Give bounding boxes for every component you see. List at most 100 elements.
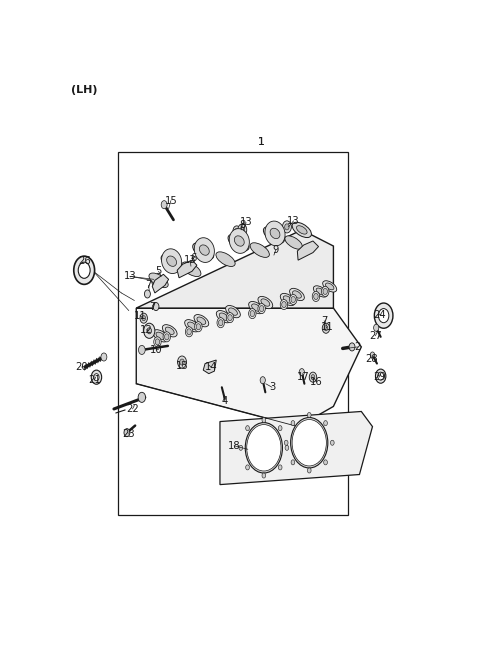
Circle shape [185, 262, 194, 274]
Polygon shape [136, 230, 334, 308]
Circle shape [307, 413, 311, 417]
Text: 13: 13 [240, 217, 252, 227]
Circle shape [218, 320, 223, 326]
Circle shape [309, 372, 317, 383]
Ellipse shape [323, 281, 336, 292]
Ellipse shape [270, 228, 280, 238]
Ellipse shape [261, 299, 270, 306]
Ellipse shape [226, 305, 240, 318]
Ellipse shape [192, 243, 214, 259]
Ellipse shape [219, 313, 228, 320]
Circle shape [311, 375, 315, 380]
Ellipse shape [280, 293, 295, 306]
Circle shape [101, 353, 107, 361]
Circle shape [262, 473, 266, 478]
Text: 27: 27 [369, 331, 382, 341]
Ellipse shape [285, 236, 302, 249]
Circle shape [187, 329, 192, 335]
Circle shape [322, 286, 329, 297]
Circle shape [195, 322, 202, 332]
Ellipse shape [197, 317, 206, 324]
Circle shape [375, 369, 386, 383]
Circle shape [284, 440, 288, 445]
Ellipse shape [161, 254, 182, 271]
Text: 22: 22 [126, 404, 139, 414]
Ellipse shape [153, 329, 168, 342]
Circle shape [291, 460, 295, 465]
Circle shape [330, 440, 334, 445]
Ellipse shape [185, 320, 199, 332]
Circle shape [138, 392, 145, 402]
Circle shape [239, 445, 243, 450]
Ellipse shape [258, 297, 273, 309]
Circle shape [245, 422, 282, 473]
Ellipse shape [216, 310, 231, 323]
Ellipse shape [289, 288, 304, 301]
Ellipse shape [265, 221, 285, 246]
Circle shape [163, 332, 170, 342]
Circle shape [246, 465, 250, 470]
Circle shape [285, 445, 289, 450]
Ellipse shape [249, 301, 264, 314]
Circle shape [247, 424, 281, 471]
Circle shape [144, 290, 150, 298]
Circle shape [154, 337, 161, 347]
Bar [118, 152, 348, 515]
Ellipse shape [194, 314, 209, 327]
Ellipse shape [283, 296, 292, 303]
Circle shape [349, 343, 355, 351]
Circle shape [258, 303, 265, 314]
Text: 17: 17 [297, 372, 310, 382]
Text: 5: 5 [156, 267, 162, 276]
Text: 14: 14 [204, 362, 217, 372]
Circle shape [142, 316, 145, 321]
Circle shape [291, 421, 295, 426]
Circle shape [246, 426, 250, 431]
Text: 13: 13 [184, 255, 196, 265]
Circle shape [282, 301, 286, 308]
Circle shape [217, 318, 225, 328]
Circle shape [314, 293, 318, 299]
Text: 6: 6 [191, 253, 197, 263]
Circle shape [155, 339, 160, 345]
Circle shape [187, 265, 192, 271]
Circle shape [240, 227, 244, 233]
Circle shape [144, 323, 155, 339]
Text: 1: 1 [257, 137, 264, 147]
Ellipse shape [194, 238, 215, 263]
Text: 4: 4 [221, 396, 228, 406]
Text: 2: 2 [354, 342, 361, 352]
Circle shape [153, 303, 159, 310]
Circle shape [260, 377, 265, 384]
Ellipse shape [182, 262, 201, 276]
Circle shape [278, 465, 282, 470]
Ellipse shape [264, 227, 285, 243]
Text: 28: 28 [365, 354, 378, 364]
Ellipse shape [162, 325, 177, 337]
Text: 11: 11 [133, 310, 146, 321]
Circle shape [324, 326, 328, 331]
Circle shape [165, 334, 169, 340]
Circle shape [307, 468, 311, 473]
Text: 9: 9 [273, 245, 279, 255]
Ellipse shape [292, 222, 312, 238]
Circle shape [196, 324, 201, 329]
Text: 29: 29 [373, 372, 385, 382]
Ellipse shape [162, 249, 181, 274]
Circle shape [374, 303, 393, 328]
Text: 12: 12 [140, 325, 153, 335]
Ellipse shape [268, 231, 280, 240]
Circle shape [94, 373, 99, 381]
Circle shape [250, 310, 254, 316]
Circle shape [139, 345, 145, 354]
Ellipse shape [166, 258, 178, 267]
Circle shape [147, 328, 152, 334]
Circle shape [285, 224, 289, 230]
Text: 13: 13 [124, 271, 136, 281]
Text: 23: 23 [122, 429, 135, 439]
Text: 13: 13 [288, 216, 300, 226]
Ellipse shape [316, 288, 324, 295]
Text: 10: 10 [150, 345, 162, 355]
Text: 20: 20 [75, 362, 88, 372]
Ellipse shape [292, 291, 301, 298]
